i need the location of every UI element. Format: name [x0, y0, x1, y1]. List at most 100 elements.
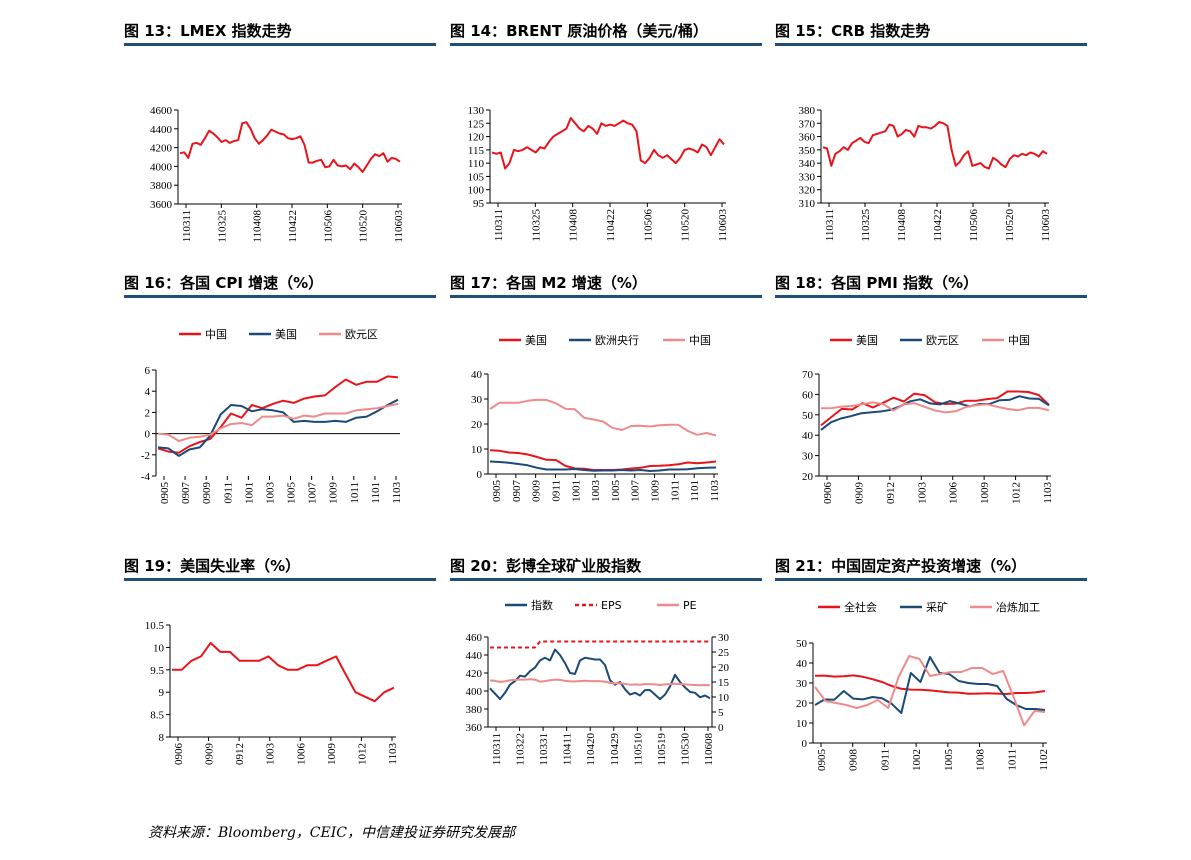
- x-tick-label: 0909: [201, 482, 213, 505]
- x-tick-label: 0912: [234, 743, 246, 765]
- y-tick-label: 30: [471, 394, 483, 406]
- series-line-2: [157, 402, 399, 442]
- series-line-0: [489, 648, 711, 701]
- chart-title: 图 21：中国固定资产投资增速（%）: [775, 557, 1027, 575]
- x-tick-label: 1009: [979, 482, 991, 505]
- x-tick-label: 110506: [968, 209, 980, 242]
- y-tick-label: 370: [799, 118, 816, 130]
- y-tick-label: 40: [796, 658, 808, 670]
- y-tick-label: 4200: [150, 143, 173, 155]
- chart-panel-fig21: 图 21：中国固定资产投资增速（%） 0 10 20 30 40 50 0905 0908 091…: [775, 555, 1087, 825]
- x-tick-label: 1012: [356, 743, 368, 765]
- y-tick-label: 10.5: [145, 620, 165, 632]
- y-tick-label: 20: [796, 698, 808, 710]
- x-tick-label: 1011: [669, 480, 681, 502]
- chart-title: 图 17：各国 M2 增速（%）: [450, 274, 647, 292]
- x-tick-label: 0909: [204, 743, 216, 766]
- x-tick-label: 0907: [511, 480, 523, 503]
- chart-svg: 8 8.5 9 9.5 10 10.5 0906 0909 0912 1003 1006 1009 10…: [145, 620, 399, 766]
- x-tick-label: 0906: [173, 743, 185, 766]
- y-tick-label: 6: [145, 365, 151, 377]
- series-line-0: [489, 449, 717, 471]
- y-tick-label: 380: [466, 704, 483, 716]
- x-tick-label: 110510: [632, 733, 644, 766]
- y-tick-label: 350: [799, 145, 816, 157]
- y2-tick-label: 10: [718, 692, 730, 704]
- y-tick-label: 400: [466, 686, 483, 698]
- chart-title: 图 13：LMEX 指数走势: [124, 22, 292, 40]
- y2-tick-label: 5: [718, 707, 724, 719]
- x-tick-label: 110519: [656, 733, 668, 766]
- title-rule: [450, 43, 762, 46]
- x-tick-label: 1101: [689, 480, 701, 502]
- x-tick-label: 1003: [590, 480, 602, 503]
- chart-panel-fig13: 图 13：LMEX 指数走势 3600 3800 4000 4200 4400 4600 11…: [124, 20, 436, 290]
- x-tick-label: 1008: [975, 749, 987, 772]
- y-tick-label: 2: [145, 407, 151, 419]
- y-tick-label: 380: [799, 105, 816, 117]
- x-tick-label: 1009: [326, 743, 338, 766]
- x-tick-label: 110311: [824, 209, 836, 241]
- x-tick-label: 0906: [822, 482, 834, 505]
- y2-tick-label: 20: [718, 662, 730, 674]
- x-tick-label: 0909: [531, 480, 543, 503]
- y-tick-label: 10: [471, 444, 483, 456]
- x-tick-label: 1005: [286, 482, 298, 505]
- x-tick-label: 1009: [650, 480, 662, 503]
- y-tick-label: 330: [799, 171, 816, 183]
- y-tick-label: 9.5: [150, 665, 164, 677]
- x-tick-label: 110420: [585, 733, 597, 766]
- x-tick-label: 110530: [679, 733, 691, 766]
- series-line-1: [490, 640, 710, 649]
- series-line-main: [822, 121, 1048, 170]
- x-tick-label: 110608: [703, 733, 715, 766]
- series-line-2: [489, 398, 717, 437]
- x-tick-label: 110322: [515, 733, 527, 766]
- title-rule: [775, 43, 1087, 46]
- x-tick-label: 1103: [709, 480, 721, 502]
- title-rule: [450, 578, 762, 581]
- title-rule: [450, 295, 762, 298]
- x-tick-label: 0905: [159, 482, 171, 505]
- x-tick-label: 1012: [1011, 482, 1023, 504]
- title-rule: [124, 578, 436, 581]
- y-tick-label: 460: [466, 632, 483, 644]
- y-tick-label: 40: [802, 430, 814, 442]
- x-tick-label: 110603: [1040, 209, 1052, 242]
- y-tick-label: -2: [141, 450, 150, 462]
- x-tick-label: 110408: [896, 209, 908, 242]
- x-tick-label: 1007: [307, 482, 319, 505]
- legend-label: 指数: [531, 598, 553, 612]
- x-tick-label: 1102: [1038, 749, 1050, 771]
- series-line-2: [820, 401, 1050, 414]
- x-tick-label: 1001: [570, 480, 582, 502]
- series-line-1: [820, 395, 1050, 431]
- y-tick-label: 50: [796, 638, 808, 650]
- y-tick-label: 10: [796, 718, 808, 730]
- y-tick-label: 0: [477, 469, 483, 481]
- title-rule: [124, 43, 436, 46]
- chart-title: 图 18：各国 PMI 指数（%）: [775, 274, 979, 292]
- y-tick-label: 40: [471, 369, 483, 381]
- y-tick-label: 3800: [150, 180, 173, 192]
- y-tick-label: 4600: [150, 105, 173, 117]
- x-tick-label: 0911: [879, 749, 891, 771]
- y-tick-label: 8: [159, 732, 165, 744]
- legend-label: 美国: [525, 334, 547, 347]
- chart-svg: 0 10 20 30 40 50 0905 0908 0911 1002 1005 1008 1011 1…: [796, 600, 1050, 772]
- chart-svg: 3600 3800 4000 4200 4400 4600 110311 110325 1104…: [150, 105, 405, 243]
- y-tick-label: 340: [799, 158, 816, 170]
- x-tick-label: 1006: [295, 743, 307, 766]
- legend-label: 全社会: [844, 600, 877, 614]
- x-tick-label: 110325: [860, 209, 872, 242]
- x-tick-label: 0912: [885, 482, 897, 504]
- y-tick-label: 130: [468, 105, 485, 117]
- y-tick-label: 4000: [150, 161, 173, 173]
- x-tick-label: 110331: [538, 733, 550, 766]
- x-tick-label: 1103: [1042, 482, 1054, 504]
- y2-tick-label: 25: [718, 647, 730, 659]
- y-tick-label: 0: [145, 429, 151, 441]
- x-tick-label: 110311: [181, 210, 193, 242]
- y-tick-label: 310: [799, 198, 816, 210]
